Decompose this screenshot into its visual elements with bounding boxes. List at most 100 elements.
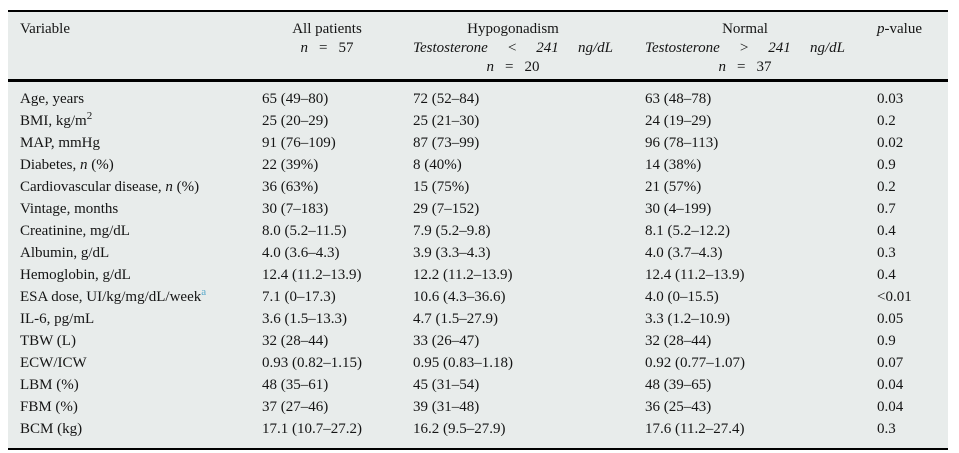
p-value-cell: 0.07	[877, 355, 904, 371]
variable-text: LBM (%)	[20, 377, 79, 393]
variable-cell: TBW (L)	[8, 330, 252, 352]
table-row: Albumin, g/dL 4.0 (3.6–4.3) 3.9 (3.3–4.3) 4…	[8, 242, 948, 264]
table-row: ECW/ICW 0.93 (0.82–1.15) 0.95 (0.83–1.18) 0…	[8, 352, 948, 374]
variable-cell: Hemoglobin, g/dL	[8, 264, 252, 286]
hypogonadism-cell: 72 (52–84)	[413, 91, 480, 107]
variable-text: Diabetes,	[20, 157, 80, 173]
header-variable-label: Variable	[20, 21, 70, 37]
normal-cell: 8.1 (5.2–12.2)	[645, 223, 730, 239]
p-value-cell: 0.4	[877, 223, 896, 239]
all-patients-cell: 22 (39%)	[262, 157, 319, 173]
hypogonadism-cell: 29 (7–152)	[413, 201, 480, 217]
hypogonadism-cell: 16.2 (9.5–27.9)	[413, 421, 506, 437]
variable-text: TBW (L)	[20, 333, 76, 349]
header-p-value: p-value	[867, 19, 948, 79]
criteria-name: Testosterone	[413, 40, 488, 56]
hypogonadism-cell: 87 (73–99)	[413, 135, 480, 151]
footnote-marker-link[interactable]: a	[201, 286, 207, 298]
hypogonadism-criteria: Testosterone < 241 ng/dL	[413, 39, 613, 58]
variable-text: Creatinine, mg/dL	[20, 223, 130, 239]
criteria-operator: >	[738, 40, 750, 56]
p-value-cell: 0.04	[877, 399, 904, 415]
variable-cell: Albumin, g/dL	[8, 242, 252, 264]
normal-cell: 96 (78–113)	[645, 135, 719, 151]
variable-cell: BMI, kg/m2	[8, 110, 252, 132]
hypogonadism-cell: 0.95 (0.83–1.18)	[413, 355, 513, 371]
normal-cell: 48 (39–65)	[645, 377, 712, 393]
p-value-cell: 0.2	[877, 179, 896, 195]
normal-cell: 17.6 (11.2–27.4)	[645, 421, 745, 437]
variable-cell: IL-6, pg/mL	[8, 308, 252, 330]
n-label: n	[486, 59, 495, 75]
p-value-italic: p	[877, 21, 885, 37]
normal-cell: 30 (4–199)	[645, 201, 712, 217]
n-value: 37	[756, 59, 772, 75]
normal-cell: 4.0 (3.7–4.3)	[645, 245, 723, 261]
all-patients-cell: 12.4 (11.2–13.9)	[262, 267, 362, 283]
normal-cell: 4.0 (0–15.5)	[645, 289, 719, 305]
normal-cell: 32 (28–44)	[645, 333, 712, 349]
variable-text: ESA dose, UI/kg/mg/dL/week	[20, 289, 202, 305]
variable-text: ECW/ICW	[20, 355, 87, 371]
all-patients-cell: 30 (7–183)	[262, 201, 329, 217]
p-value-cell: 0.05	[877, 311, 904, 327]
variable-text: n	[79, 157, 88, 173]
table-row: ESA dose, UI/kg/mg/dL/weeka 7.1 (0–17.3) 1…	[8, 286, 948, 308]
hypogonadism-cell: 33 (26–47)	[413, 333, 480, 349]
hypogonadism-cell: 7.9 (5.2–9.8)	[413, 223, 491, 239]
all-patients-cell: 36 (63%)	[262, 179, 319, 195]
hypogonadism-cell: 45 (31–54)	[413, 377, 480, 393]
all-patients-cell: 3.6 (1.5–13.3)	[262, 311, 347, 327]
all-patients-cell: 32 (28–44)	[262, 333, 329, 349]
variable-text: Albumin, g/dL	[20, 245, 110, 261]
variable-text: Vintage, months	[20, 201, 119, 217]
p-value-cell: 0.2	[877, 113, 896, 129]
all-patients-cell: 17.1 (10.7–27.2)	[262, 421, 362, 437]
all-patients-cell: 91 (76–109)	[262, 135, 336, 151]
table-body: Age, years 65 (49–80) 72 (52–84) 63 (48–78)…	[8, 82, 948, 448]
variable-text: n	[165, 179, 173, 195]
hypogonadism-cell: 12.2 (11.2–13.9)	[413, 267, 513, 283]
criteria-unit: ng/dL	[577, 40, 613, 56]
normal-cell: 14 (38%)	[645, 157, 702, 173]
clinical-characteristics-table: Variable All patients n = 57 Hypogonadis…	[8, 10, 948, 450]
criteria-operator: <	[506, 40, 518, 56]
normal-cell: 24 (19–29)	[645, 113, 712, 129]
p-value-cell: 0.7	[877, 201, 896, 217]
all-patients-cell: 65 (49–80)	[262, 91, 329, 107]
p-value-cell: 0.03	[877, 91, 904, 107]
normal-cell: 3.3 (1.2–10.9)	[645, 311, 730, 327]
variable-cell: Age, years	[8, 88, 252, 110]
table-row: Creatinine, mg/dL 8.0 (5.2–11.5) 7.9 (5.2–…	[8, 220, 948, 242]
equals-sign: =	[737, 59, 746, 75]
table-row: BCM (kg) 17.1 (10.7–27.2) 16.2 (9.5–27.9) 1…	[8, 418, 948, 440]
table-row: Cardiovascular disease, n (%) 36 (63%) 15 …	[8, 176, 948, 198]
p-value-cell: 0.02	[877, 135, 904, 151]
n-value: 57	[338, 40, 354, 56]
criteria-value: 241	[536, 40, 559, 56]
variable-cell: FBM (%)	[8, 396, 252, 418]
all-patients-cell: 0.93 (0.82–1.15)	[262, 355, 362, 371]
hypogonadism-title: Hypogonadism	[467, 21, 559, 37]
n-value: 20	[524, 59, 540, 75]
normal-cell: 12.4 (11.2–13.9)	[645, 267, 745, 283]
hypogonadism-cell: 25 (21–30)	[413, 113, 480, 129]
variable-cell: LBM (%)	[8, 374, 252, 396]
table-row: IL-6, pg/mL 3.6 (1.5–13.3) 4.7 (1.5–27.9) 3…	[8, 308, 948, 330]
variable-text: IL-6, pg/mL	[20, 311, 95, 327]
header-normal: Normal Testosterone > 241 ng/dL n = 37	[635, 19, 867, 79]
table-row: Hemoglobin, g/dL 12.4 (11.2–13.9) 12.2 (11…	[8, 264, 948, 286]
normal-cell: 36 (25–43)	[645, 399, 712, 415]
p-value-cell: 0.3	[877, 245, 896, 261]
table-row: MAP, mmHg 91 (76–109) 87 (73–99) 96 (78–113…	[8, 132, 948, 154]
variable-cell: MAP, mmHg	[8, 132, 252, 154]
equals-sign: =	[505, 59, 514, 75]
header-variable: Variable	[8, 19, 252, 79]
p-value-cell: 0.4	[877, 267, 896, 283]
variable-text: FBM (%)	[20, 399, 78, 415]
p-value-rest: -value	[884, 21, 922, 37]
all-patients-title: All patients	[292, 21, 362, 37]
normal-cell: 21 (57%)	[645, 179, 702, 195]
variable-text: MAP, mmHg	[20, 135, 101, 151]
all-patients-cell: 4.0 (3.6–4.3)	[262, 245, 340, 261]
